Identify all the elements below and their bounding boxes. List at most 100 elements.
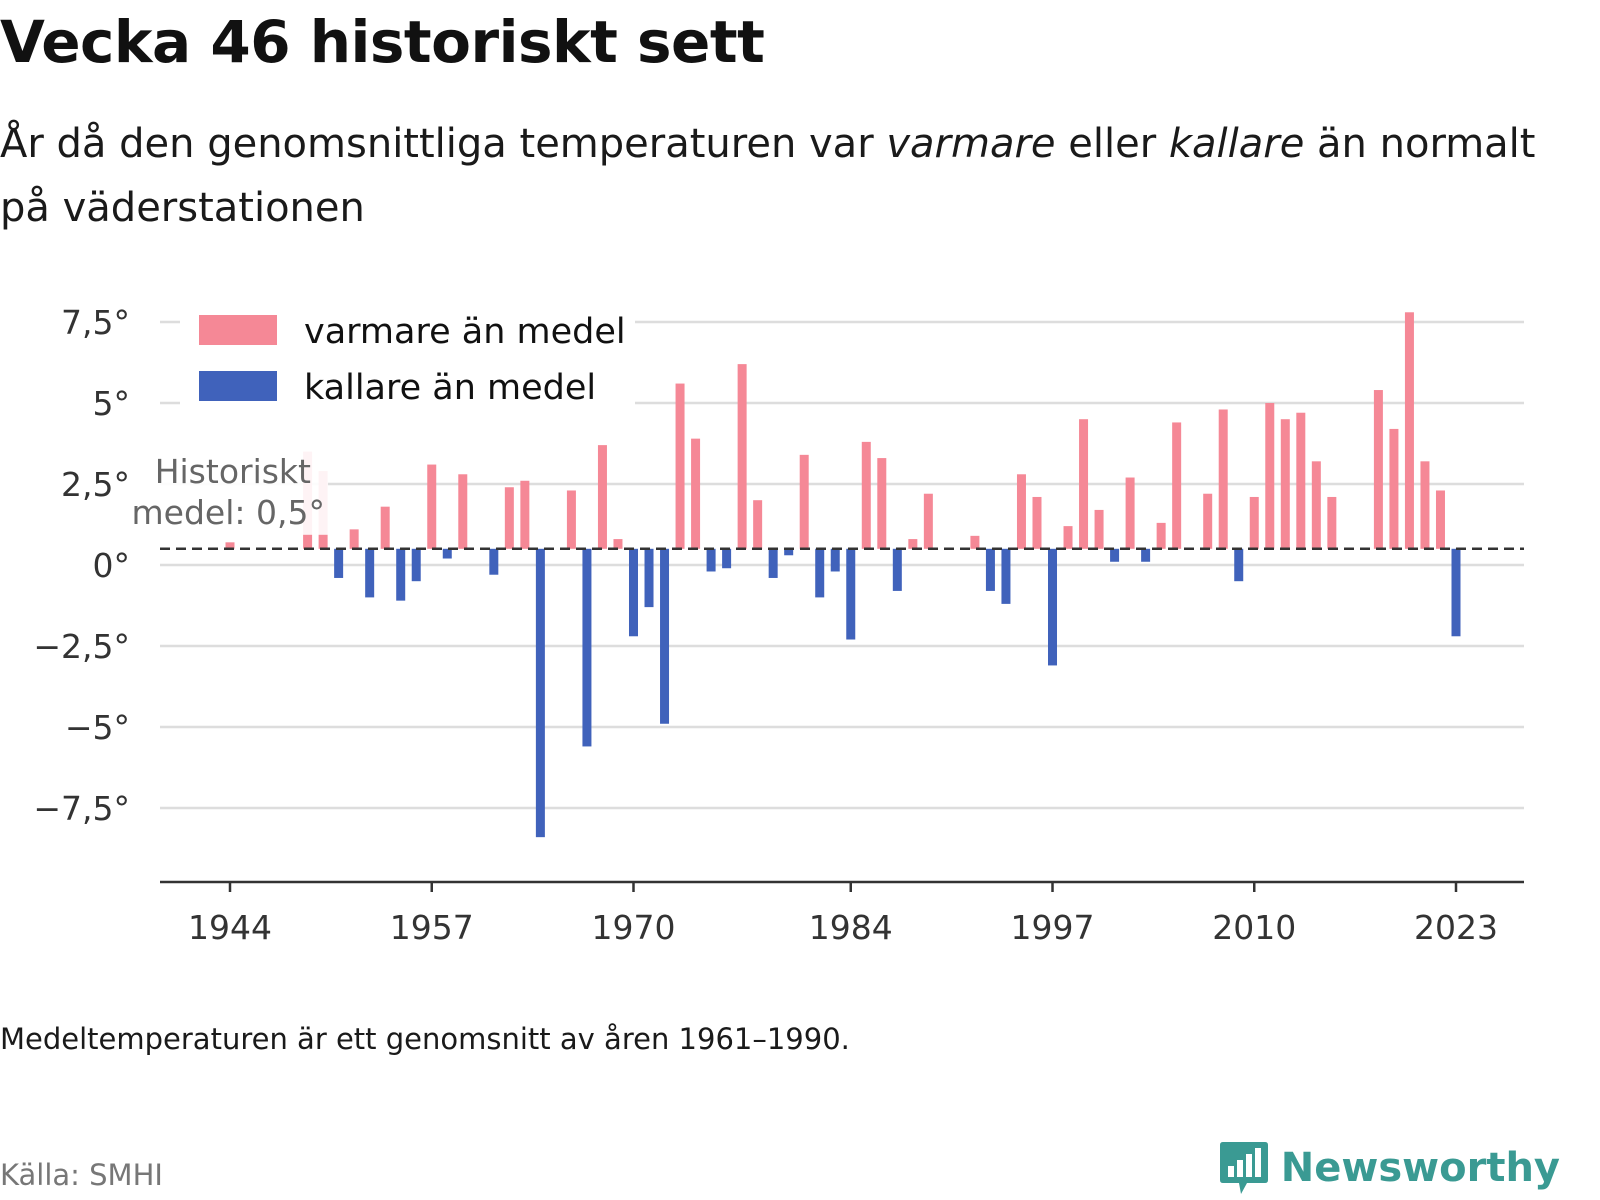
subtitle-emphasis-warmer: varmare [886,121,1056,167]
bar-1978 [753,500,763,549]
bar-1963 [520,480,530,549]
bar-1969 [613,539,623,549]
bar-1958 [442,548,452,559]
chart-subtitle: År då den genomsnittliga temperaturen va… [0,112,1560,240]
bar-1985 [861,441,871,549]
bar-1994 [1001,548,1011,604]
bar-1953 [365,548,375,598]
bar-1966 [566,490,576,549]
bar-1989 [923,493,933,549]
bar-2004 [1156,522,1166,549]
historical-mean-label-background [130,448,328,535]
x-tick-label-2: 1970 [592,908,676,947]
bar-1951 [334,548,344,578]
bar-2005 [1172,422,1182,549]
x-tick-label-6: 2023 [1414,908,1498,947]
bar-1980 [784,548,794,556]
bar-1979 [768,548,778,578]
bar-1977 [737,364,747,549]
x-tick-label-3: 1984 [809,908,893,947]
bar-1959 [458,474,468,549]
bar-2018 [1373,390,1383,549]
y-axis-labels: 7,5° 5° 2,5° 0° −2,5° −5° −7,5° [33,303,130,828]
legend-swatch-colder [199,371,277,401]
bar-1975 [706,548,716,572]
source-credit: Källa: SMHI [0,1158,163,1192]
bar-1983 [830,548,840,572]
bar-1968 [597,445,607,549]
brand-logo: Newsworthy [1219,1140,1560,1196]
bar-1954 [380,506,390,549]
bar-1982 [815,548,825,598]
bar-2015 [1327,496,1337,549]
bar-1964 [535,548,545,838]
y-tick-label-2: 2,5° [61,465,130,504]
bar-2000 [1094,509,1104,549]
bar-1986 [877,458,887,549]
bar-1970 [628,548,638,637]
x-tick-label-4: 1997 [1011,908,1095,947]
bar-1967 [582,548,592,747]
temperature-bar-chart: 7,5° 5° 2,5° 0° −2,5° −5° −7,5° Historiskt med… [33,298,1524,947]
subtitle-emphasis-colder: kallare [1168,121,1305,167]
bar-1961 [489,548,499,575]
bar-1995 [1016,474,1026,549]
x-tick-label-0: 1944 [188,908,272,947]
bar-1993 [985,548,995,591]
bar-2020 [1404,312,1414,549]
bar-1971 [644,548,654,608]
bar-1955 [396,548,406,601]
footnote: Medeltemperaturen är ett genomsnitt av å… [0,1022,850,1056]
bar-1996 [1032,496,1042,549]
bar-1972 [660,548,670,724]
bar-1987 [892,548,902,591]
bar-2002 [1125,477,1135,549]
legend-label-warmer: varmare än medel [304,312,626,352]
bar-1974 [691,438,701,549]
bar-1962 [504,487,514,549]
x-axis-ticks: 1944 1957 1970 1984 1997 2010 2023 [188,882,1498,947]
bar-1992 [970,535,980,549]
bar-2019 [1389,428,1399,549]
subtitle-text-2: eller [1055,121,1169,167]
y-tick-label-5: −5° [65,708,130,747]
x-tick-label-5: 2010 [1212,908,1296,947]
bar-1973 [675,383,685,549]
bar-1988 [908,539,918,549]
chart-title: Vecka 46 historiskt sett [0,8,765,76]
bar-2007 [1203,493,1213,549]
historical-mean-label-line-2: medel: 0,5° [132,493,325,532]
bar-1998 [1063,526,1073,549]
bar-1997 [1048,548,1058,666]
y-tick-label-1: 5° [93,384,131,423]
x-tick-label-1: 1957 [390,908,474,947]
bar-2023 [1451,548,1461,637]
bar-1999 [1079,419,1089,549]
bar-1957 [427,464,437,549]
bar-2013 [1296,412,1306,549]
historical-mean-label: Historiskt medel: 0,5° [130,448,328,535]
newsworthy-bar-chart-icon [1219,1142,1268,1194]
bar-2021 [1420,461,1430,549]
y-tick-label-3: 0° [93,546,131,585]
legend-label-colder: kallare än medel [304,368,596,408]
bar-1984 [846,548,856,640]
y-tick-label-4: −2,5° [33,627,130,666]
bar-1952 [349,529,359,549]
bar-2001 [1110,548,1120,562]
historical-mean-label-line-1: Historiskt [155,452,311,491]
bar-2009 [1234,548,1244,582]
bar-2010 [1249,496,1259,549]
bar-2008 [1218,409,1228,549]
bar-1981 [799,454,809,549]
subtitle-text-3: än normalt på väderstationen [0,121,1536,231]
bar-1944 [225,542,235,549]
y-tick-label-0: 7,5° [61,303,130,342]
bar-2011 [1265,403,1275,549]
legend: varmare än medel kallare än medel [180,298,635,410]
brand-name: Newsworthy [1280,1145,1560,1191]
bar-1976 [722,548,732,569]
bar-2022 [1435,490,1445,549]
bar-1956 [411,548,421,582]
y-tick-label-6: −7,5° [33,789,130,828]
